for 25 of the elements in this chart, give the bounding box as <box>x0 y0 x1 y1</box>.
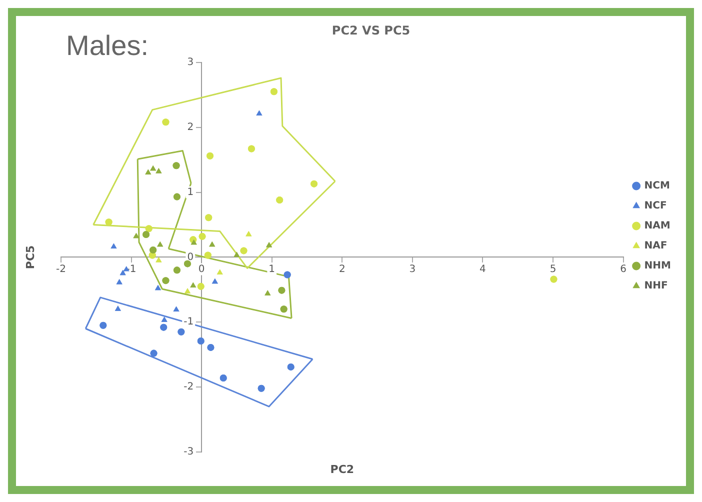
x-tick-label: 5 <box>550 264 556 275</box>
x-tick-label: -2 <box>56 264 66 275</box>
y-tick-label: -2 <box>184 382 194 393</box>
legend-label: NHF <box>644 280 668 292</box>
y-tick-label: 0 <box>187 252 194 263</box>
x-tick-label: 4 <box>480 264 486 275</box>
legend-label: NAF <box>644 240 668 252</box>
y-tick-label: -3 <box>184 446 194 458</box>
legend-label: NHM <box>644 260 672 272</box>
x-tick-label: 1 <box>268 264 276 275</box>
legend-label: NCF <box>644 200 667 212</box>
y-tick-label: -1 <box>184 316 194 328</box>
y-tick-label: 2 <box>187 122 194 133</box>
x-tick-label: 3 <box>409 264 416 275</box>
x-axis-title: PC2 <box>330 462 354 476</box>
chart-subtitle: Males: <box>66 30 148 62</box>
legend-label: NCM <box>644 180 670 192</box>
chart-title: PC2 VS PC5 <box>332 23 410 38</box>
x-tick-label: 6 <box>620 264 626 275</box>
x-tick-label: 0 <box>198 264 205 275</box>
y-tick-label: 1 <box>187 186 194 198</box>
y-tick-label: 3 <box>187 56 194 68</box>
y-axis-title: PC5 <box>24 245 37 270</box>
legend-label: NAM <box>644 220 670 232</box>
x-tick-label: 2 <box>338 264 346 275</box>
